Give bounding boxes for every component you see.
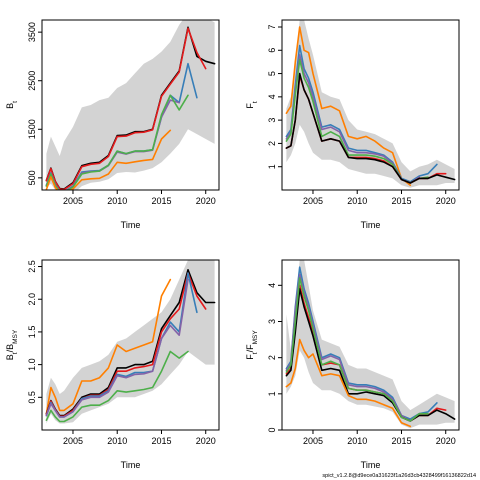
y-tick-label: 2	[267, 355, 277, 360]
y-tick-label: 7	[267, 24, 277, 29]
y-tick-label: 2.0	[27, 293, 37, 306]
y-tick-label: 0.5	[27, 391, 37, 404]
chart-panel-1: 2005 2010 2015 2020 500 1500 2500 3500 Time Bt	[5, 19, 220, 230]
plot-area	[45, 20, 216, 190]
x-tick-label: 2020	[436, 196, 456, 206]
x-tick-label: 2010	[107, 436, 127, 446]
y-tick-label: 5	[267, 71, 277, 76]
x-axis-label: Time	[361, 460, 381, 470]
plot-frame	[281, 19, 460, 191]
y-tick-label: 4	[267, 283, 277, 288]
x-tick-label: 2015	[151, 436, 171, 446]
y-tick-label: 0	[267, 427, 277, 432]
y-axis-label: Ft	[245, 101, 259, 109]
series-line-3	[285, 54, 421, 184]
x-tick-label: 2020	[196, 436, 216, 446]
confidence-band	[286, 260, 455, 429]
plot-frame	[281, 259, 460, 431]
y-tick-label: 6	[267, 48, 277, 53]
plot-frame	[41, 259, 220, 431]
plot-area	[285, 20, 456, 188]
x-tick-label: 2020	[436, 436, 456, 446]
plot-area	[45, 260, 216, 424]
y-tick-label: 3500	[27, 22, 37, 42]
chart-panel-4: 2005 2010 2015 2020 0 1 2 3 4 Time Ft/FMSY	[245, 259, 460, 470]
y-tick-label: 2.5	[27, 260, 37, 273]
series-line-2	[45, 27, 207, 190]
series-line-1	[45, 278, 172, 415]
x-axis-label: Time	[361, 220, 381, 230]
y-tick-label: 1	[267, 164, 277, 169]
chart-panel-2: 2005 2010 2015 2020 1 2 3 4 5 6 7 Time Ft	[245, 19, 460, 230]
y-tick-label: 4	[267, 94, 277, 99]
x-tick-label: 2015	[391, 436, 411, 446]
y-axis-label: Bt/BMSY	[5, 329, 19, 360]
x-tick-label: 2015	[391, 196, 411, 206]
series-line-6	[285, 338, 412, 428]
y-tick-label: 1.5	[27, 326, 37, 339]
x-tick-label: 2010	[347, 196, 367, 206]
confidence-band	[46, 20, 215, 190]
series-line-5	[45, 94, 189, 190]
y-tick-label: 500	[27, 170, 37, 185]
y-tick-label: 1.0	[27, 358, 37, 371]
confidence-band	[286, 20, 455, 188]
y-axis-label: Bt	[5, 101, 19, 109]
series-line-5	[285, 277, 429, 422]
x-tick-label: 2005	[303, 436, 323, 446]
footer-text: spict_v1.2.8@d9ece0a31623f1a26d3cb432849…	[322, 473, 476, 479]
y-tick-label: 2	[267, 141, 277, 146]
x-tick-label: 2010	[107, 196, 127, 206]
y-tick-label: 1	[267, 391, 277, 396]
series-line-5	[45, 278, 189, 418]
plot-area	[285, 260, 456, 429]
series-line-6	[45, 350, 189, 423]
series-line-2	[285, 44, 438, 183]
series-line-6	[45, 129, 172, 190]
chart-panel-3: 2005 2010 2015 2020 0.5 1.0 1.5 2.0 2.5 Time Bt/BM…	[5, 259, 220, 470]
series-line-4	[285, 288, 456, 422]
x-tick-label: 2015	[151, 196, 171, 206]
x-tick-label: 2005	[63, 436, 83, 446]
x-tick-label: 2005	[303, 196, 323, 206]
x-tick-label: 2005	[63, 196, 83, 206]
series-line-1	[285, 26, 412, 187]
confidence-band	[46, 260, 215, 424]
x-tick-label: 2020	[196, 196, 216, 206]
y-tick-label: 3	[267, 118, 277, 123]
x-axis-label: Time	[121, 220, 141, 230]
y-tick-label: 3	[267, 319, 277, 324]
x-tick-label: 2010	[347, 436, 367, 446]
plot-frame	[41, 19, 220, 191]
y-axis-label: Ft/FMSY	[245, 330, 259, 360]
y-tick-label: 1500	[27, 119, 37, 139]
y-tick-label: 2500	[27, 71, 37, 91]
series-line-2	[285, 273, 421, 422]
x-axis-label: Time	[121, 460, 141, 470]
series-line-6	[285, 72, 456, 184]
